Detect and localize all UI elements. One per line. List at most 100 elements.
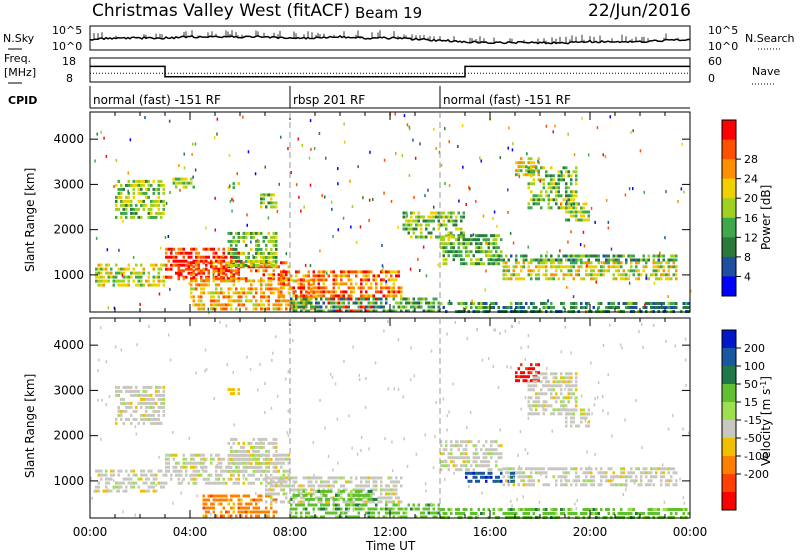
- data-cell: [267, 303, 270, 307]
- scatter-point: [601, 395, 604, 398]
- data-cell: [262, 263, 265, 267]
- data-cell: [202, 461, 205, 465]
- scatter-point: [607, 411, 609, 415]
- data-cell: [462, 448, 465, 452]
- data-cell: [452, 460, 455, 464]
- data-cell: [292, 507, 295, 511]
- data-cell: [492, 479, 495, 483]
- data-cell: [350, 497, 353, 501]
- data-cell: [97, 279, 100, 283]
- data-cell: [532, 302, 535, 305]
- data-cell: [447, 238, 450, 242]
- data-cell: [367, 309, 370, 313]
- data-cell: [667, 269, 670, 273]
- data-cell: [162, 283, 165, 287]
- data-cell: [360, 309, 363, 313]
- data-cell: [647, 471, 650, 475]
- data-cell: [97, 489, 100, 493]
- data-cell: [657, 508, 660, 511]
- data-cell: [462, 508, 465, 511]
- scatter-point: [635, 399, 637, 403]
- data-cell: [340, 492, 343, 496]
- data-cell: [317, 484, 320, 488]
- data-cell: [255, 291, 258, 295]
- data-cell: [362, 297, 365, 301]
- data-cell: [657, 467, 660, 471]
- data-cell: [237, 263, 240, 267]
- data-cell: [522, 258, 525, 262]
- data-cell: [362, 507, 365, 511]
- data-cell: [367, 476, 370, 480]
- data-cell: [170, 255, 173, 259]
- data-cell: [285, 273, 288, 277]
- data-cell: [245, 453, 248, 457]
- data-cell: [142, 179, 145, 183]
- data-cell: [172, 457, 175, 461]
- scatter-point: [262, 195, 265, 199]
- data-cell: [125, 401, 128, 405]
- data-cell: [282, 274, 285, 278]
- scatter-point: [247, 259, 249, 263]
- data-cell: [310, 503, 313, 507]
- data-cell: [522, 479, 525, 483]
- data-cell: [675, 479, 678, 483]
- data-cell: [575, 483, 578, 487]
- data-cell: [555, 182, 558, 186]
- data-cell: [437, 227, 440, 231]
- data-cell: [290, 303, 293, 307]
- data-cell: [255, 287, 258, 291]
- data-cell: [222, 477, 225, 481]
- data-cell: [150, 469, 153, 473]
- data-cell: [427, 223, 430, 227]
- data-cell: [117, 413, 120, 417]
- data-cell: [520, 371, 523, 375]
- data-cell: [242, 494, 245, 498]
- data-cell: [145, 385, 148, 389]
- data-cell: [532, 194, 535, 198]
- data-cell: [642, 254, 645, 258]
- data-cell: [497, 258, 500, 262]
- data-cell: [657, 258, 660, 262]
- data-cell: [452, 254, 455, 258]
- colorbar-swatch: [722, 456, 736, 475]
- data-cell: [465, 456, 468, 460]
- data-cell: [177, 177, 180, 181]
- data-cell: [305, 279, 308, 283]
- data-cell: [182, 177, 185, 181]
- data-cell: [262, 273, 265, 277]
- scatter-point: [188, 436, 191, 440]
- data-cell: [262, 259, 265, 263]
- data-cell: [447, 464, 450, 468]
- data-cell: [575, 166, 578, 170]
- data-cell: [657, 265, 660, 269]
- data-cell: [552, 265, 555, 269]
- data-cell: [327, 489, 330, 493]
- data-cell: [185, 181, 188, 185]
- data-cell: [555, 384, 558, 388]
- data-cell: [457, 468, 460, 472]
- data-cell: [157, 203, 160, 207]
- data-cell: [440, 440, 443, 444]
- scatter-point: [106, 248, 109, 252]
- data-cell: [212, 494, 215, 498]
- data-cell: [492, 246, 495, 250]
- data-cell: [375, 480, 378, 484]
- data-cell: [407, 297, 410, 301]
- data-cell: [150, 393, 153, 397]
- data-cell: [237, 271, 240, 275]
- data-cell: [135, 271, 138, 275]
- data-cell: [125, 489, 128, 493]
- data-cell: [392, 484, 395, 488]
- scatter-point: [312, 510, 315, 514]
- data-cell: [625, 479, 628, 483]
- scatter-point: [331, 375, 334, 379]
- data-cell: [542, 508, 545, 511]
- data-cell: [272, 287, 275, 291]
- data-cell: [567, 186, 570, 190]
- data-cell: [272, 514, 275, 518]
- data-cell: [515, 258, 518, 262]
- data-cell: [152, 191, 155, 195]
- data-cell: [515, 471, 518, 475]
- data-cell: [532, 483, 535, 487]
- data-cell: [597, 258, 600, 262]
